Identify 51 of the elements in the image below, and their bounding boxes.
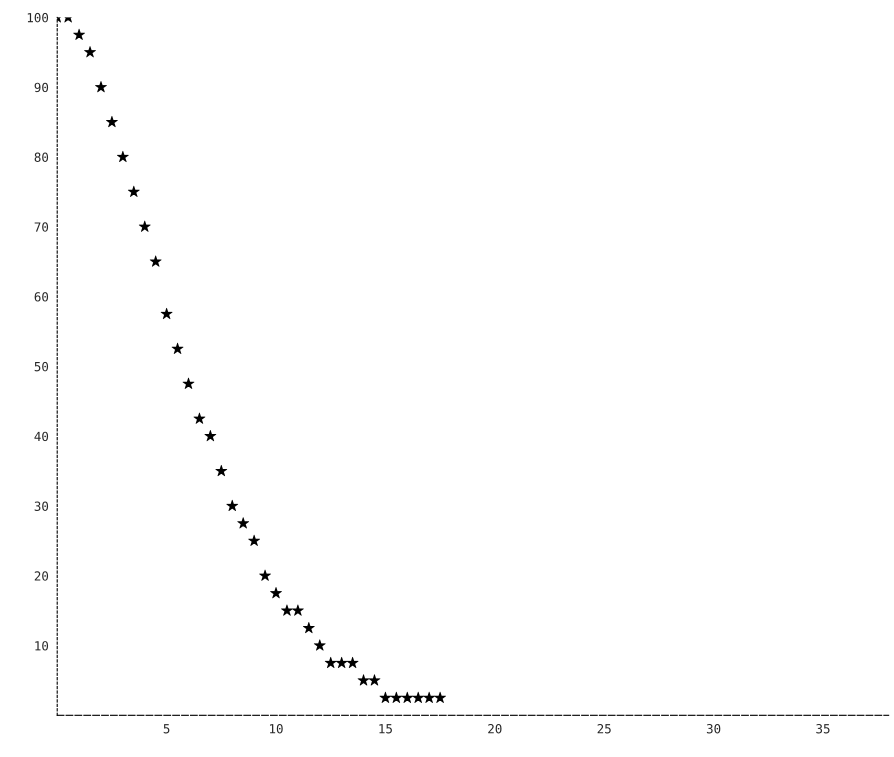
x-tick-label: 25 (598, 724, 611, 734)
point (314, 639, 326, 651)
point (434, 692, 446, 703)
point (138, 220, 151, 232)
point (412, 692, 424, 703)
y-tick-label: 40 (34, 432, 48, 442)
point (226, 500, 238, 512)
point (182, 378, 194, 389)
point (336, 656, 348, 668)
point (116, 150, 129, 162)
point (259, 570, 271, 581)
x-tick-label: 10 (270, 724, 283, 734)
x-tick-label: 15 (379, 724, 392, 734)
point (358, 674, 370, 686)
point (150, 256, 162, 267)
point (281, 604, 293, 616)
point (292, 604, 304, 616)
y-tick-label: 90 (34, 82, 48, 92)
point (324, 656, 337, 668)
point (73, 28, 85, 40)
point (204, 430, 216, 442)
point (160, 308, 172, 320)
point (215, 464, 228, 476)
point (95, 81, 107, 92)
point (194, 412, 206, 424)
point (106, 116, 118, 128)
x-tick-label: 30 (706, 724, 720, 734)
point (346, 656, 358, 668)
y-tick-label: 60 (34, 292, 48, 302)
y-tick-label: 80 (34, 152, 48, 162)
point (84, 46, 96, 58)
point (237, 517, 250, 528)
point (401, 692, 414, 703)
x-tick-label: 20 (488, 724, 502, 734)
point (380, 692, 392, 703)
point (128, 186, 140, 197)
point (423, 692, 436, 703)
point (248, 534, 260, 546)
y-tick-label: 30 (34, 501, 48, 511)
point (368, 674, 380, 686)
x-tick-label: 5 (164, 724, 170, 734)
y-tick-label: 50 (34, 362, 48, 372)
point (172, 342, 184, 354)
x-tick-label: 35 (816, 724, 830, 734)
y-tick-label: 20 (34, 571, 48, 581)
y-tick-label: 70 (34, 222, 48, 232)
point (302, 622, 315, 634)
y-tick-label: 100 (28, 12, 48, 22)
point (270, 587, 282, 598)
y-tick-label: 10 (35, 641, 48, 651)
point (390, 692, 402, 703)
